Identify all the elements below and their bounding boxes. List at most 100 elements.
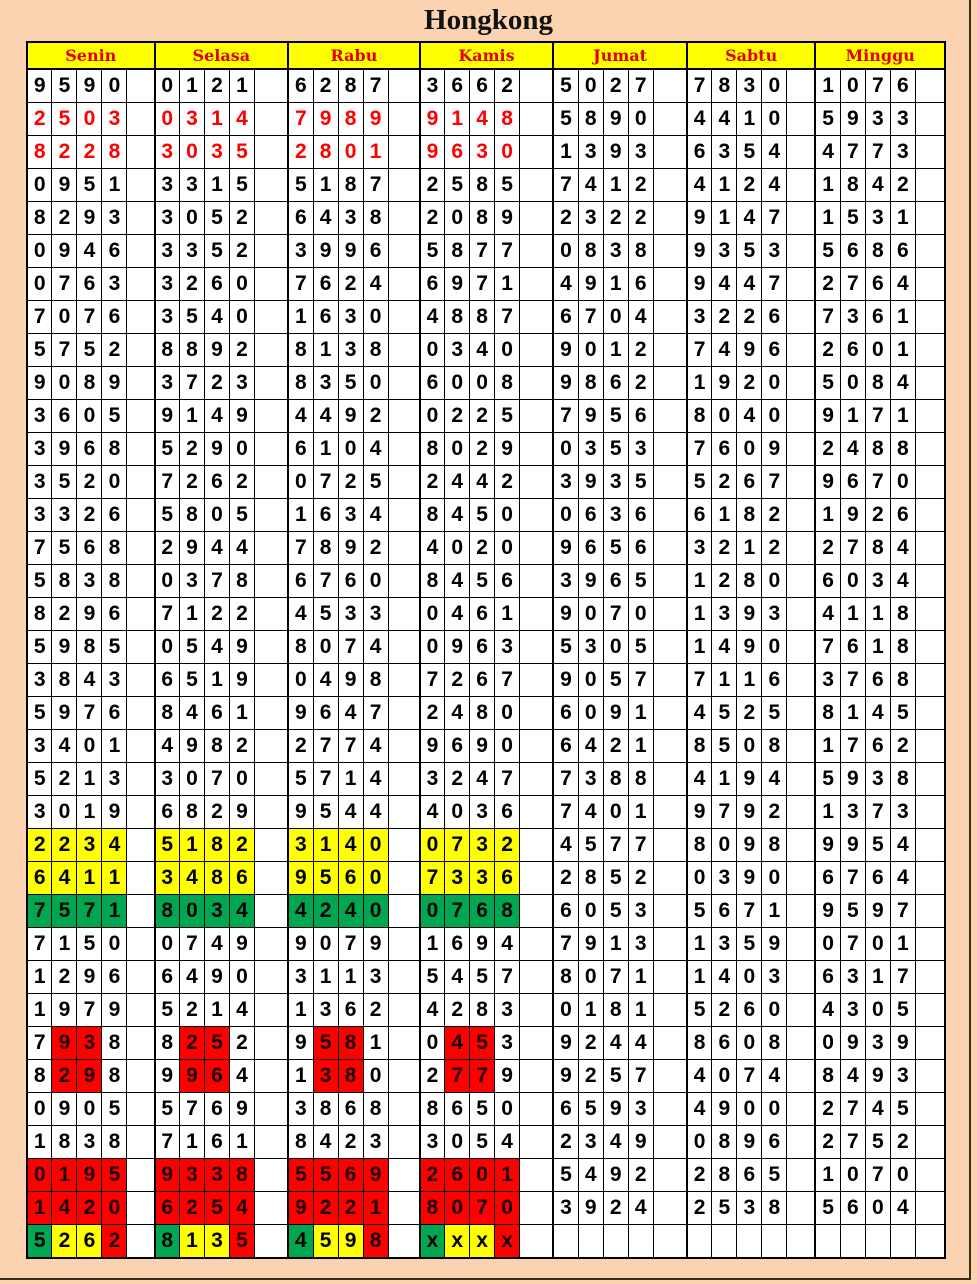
digit-cell-selasa: 4	[228, 993, 255, 1027]
digit-cell-kamis: 8	[444, 234, 471, 268]
digit-cell-sabtu: 4	[761, 1059, 788, 1093]
digit-cell-rabu: 1	[312, 432, 339, 466]
digit-cell-minggu: 0	[814, 1026, 841, 1060]
digit-cell-rabu: 9	[287, 861, 314, 895]
digit-cell-rabu: 8	[287, 366, 314, 400]
digit-cell-selasa: 2	[203, 795, 230, 829]
digit-cell-senin: 3	[101, 663, 128, 697]
digit-cell-senin: 7	[76, 894, 103, 928]
blank-cell	[519, 300, 555, 334]
blank-cell	[126, 399, 156, 433]
digit-cell-minggu: 7	[839, 1092, 866, 1126]
digit-cell-rabu: 8	[337, 168, 364, 202]
digit-cell-minggu: 7	[839, 861, 866, 895]
digit-cell-minggu: 3	[864, 102, 891, 136]
digit-cell-minggu: 9	[814, 465, 841, 499]
digit-cell-sabtu: 4	[761, 135, 788, 169]
digit-cell-sabtu: 8	[711, 1125, 738, 1159]
digit-cell-jumat: 0	[552, 234, 579, 268]
digit-cell-sabtu: 1	[711, 201, 738, 235]
digit-cell-sabtu: 9	[736, 795, 763, 829]
digit-cell-jumat: 5	[602, 1059, 629, 1093]
digit-cell-selasa: 5	[203, 1191, 230, 1225]
digit-cell-sabtu: 4	[686, 168, 713, 202]
digit-cell-senin: 1	[76, 795, 103, 829]
digit-cell-sabtu: 2	[711, 300, 738, 334]
digit-cell-minggu: 2	[889, 729, 916, 763]
digit-cell-rabu: 3	[362, 960, 389, 994]
blank-cell	[914, 894, 946, 928]
digit-cell-minggu: 0	[864, 927, 891, 961]
digit-cell-minggu: 7	[864, 68, 891, 103]
digit-cell-jumat	[552, 1224, 579, 1259]
digit-cell-selasa: 1	[178, 399, 205, 433]
digit-cell-selasa: 5	[178, 630, 205, 664]
blank-cell	[387, 498, 421, 532]
digit-cell-rabu: 9	[337, 663, 364, 697]
blank-cell	[126, 498, 156, 532]
digit-cell-jumat: 4	[627, 300, 654, 334]
digit-cell-rabu: 3	[337, 333, 364, 367]
digit-cell-rabu: 0	[287, 663, 314, 697]
blank-cell	[253, 399, 290, 433]
blank-cell	[519, 465, 555, 499]
blank-cell	[519, 1191, 555, 1225]
blank-cell	[786, 1125, 817, 1159]
digit-cell-senin: 8	[101, 564, 128, 598]
blank-cell	[253, 201, 290, 235]
digit-cell-rabu: 9	[312, 234, 339, 268]
digit-cell-jumat: 2	[627, 861, 654, 895]
digit-cell-kamis: 5	[469, 960, 496, 994]
digit-cell-senin: 6	[76, 531, 103, 565]
digit-cell-rabu: 5	[312, 861, 339, 895]
blank-cell	[786, 960, 817, 994]
blank-cell	[126, 828, 156, 862]
blank-cell	[652, 729, 688, 763]
digit-cell-rabu: 2	[287, 729, 314, 763]
digit-cell-kamis: x	[469, 1224, 496, 1259]
digit-cell-senin: 7	[76, 696, 103, 730]
digit-cell-selasa: 3	[203, 1158, 230, 1192]
digit-cell-kamis: 8	[419, 1191, 446, 1225]
blank-cell	[253, 1059, 290, 1093]
blank-cell	[126, 333, 156, 367]
digit-cell-senin: 2	[51, 135, 78, 169]
digit-cell-rabu: 4	[312, 1125, 339, 1159]
digit-cell-rabu: 8	[362, 1092, 389, 1126]
digit-cell-senin: 0	[26, 168, 53, 202]
digit-cell-rabu: 6	[312, 498, 339, 532]
digit-cell-sabtu	[761, 1224, 788, 1259]
digit-cell-minggu: 0	[839, 564, 866, 598]
digit-cell-kamis: 3	[469, 861, 496, 895]
digit-cell-jumat: 9	[602, 102, 629, 136]
digit-cell-sabtu: 1	[686, 630, 713, 664]
digit-cell-jumat: 6	[627, 531, 654, 565]
digit-cell-minggu: 3	[814, 663, 841, 697]
blank-cell	[519, 861, 555, 895]
digit-cell-selasa: 8	[154, 1224, 180, 1259]
digit-cell-senin: 2	[51, 828, 78, 862]
digit-cell-rabu: 9	[362, 1158, 389, 1192]
digit-cell-jumat: 4	[552, 267, 579, 301]
digit-cell-jumat: 7	[627, 1059, 654, 1093]
digit-cell-senin: 6	[101, 597, 128, 631]
digit-cell-kamis: 3	[419, 1125, 446, 1159]
digit-cell-jumat: 9	[552, 366, 579, 400]
blank-cell	[387, 366, 421, 400]
digit-cell-senin: 2	[26, 102, 53, 136]
digit-cell-senin: 1	[26, 1191, 53, 1225]
digit-cell-rabu: 4	[362, 267, 389, 301]
digit-cell-jumat: 3	[627, 927, 654, 961]
digit-cell-rabu: 5	[312, 1158, 339, 1192]
digit-cell-rabu: 2	[337, 1125, 364, 1159]
digit-cell-minggu: 5	[889, 993, 916, 1027]
digit-cell-jumat: 5	[577, 1092, 604, 1126]
blank-cell	[387, 1158, 421, 1192]
digit-cell-selasa: 4	[203, 399, 230, 433]
digit-cell-selasa: 4	[178, 861, 205, 895]
blank-cell	[387, 168, 421, 202]
digit-cell-sabtu: 0	[761, 564, 788, 598]
